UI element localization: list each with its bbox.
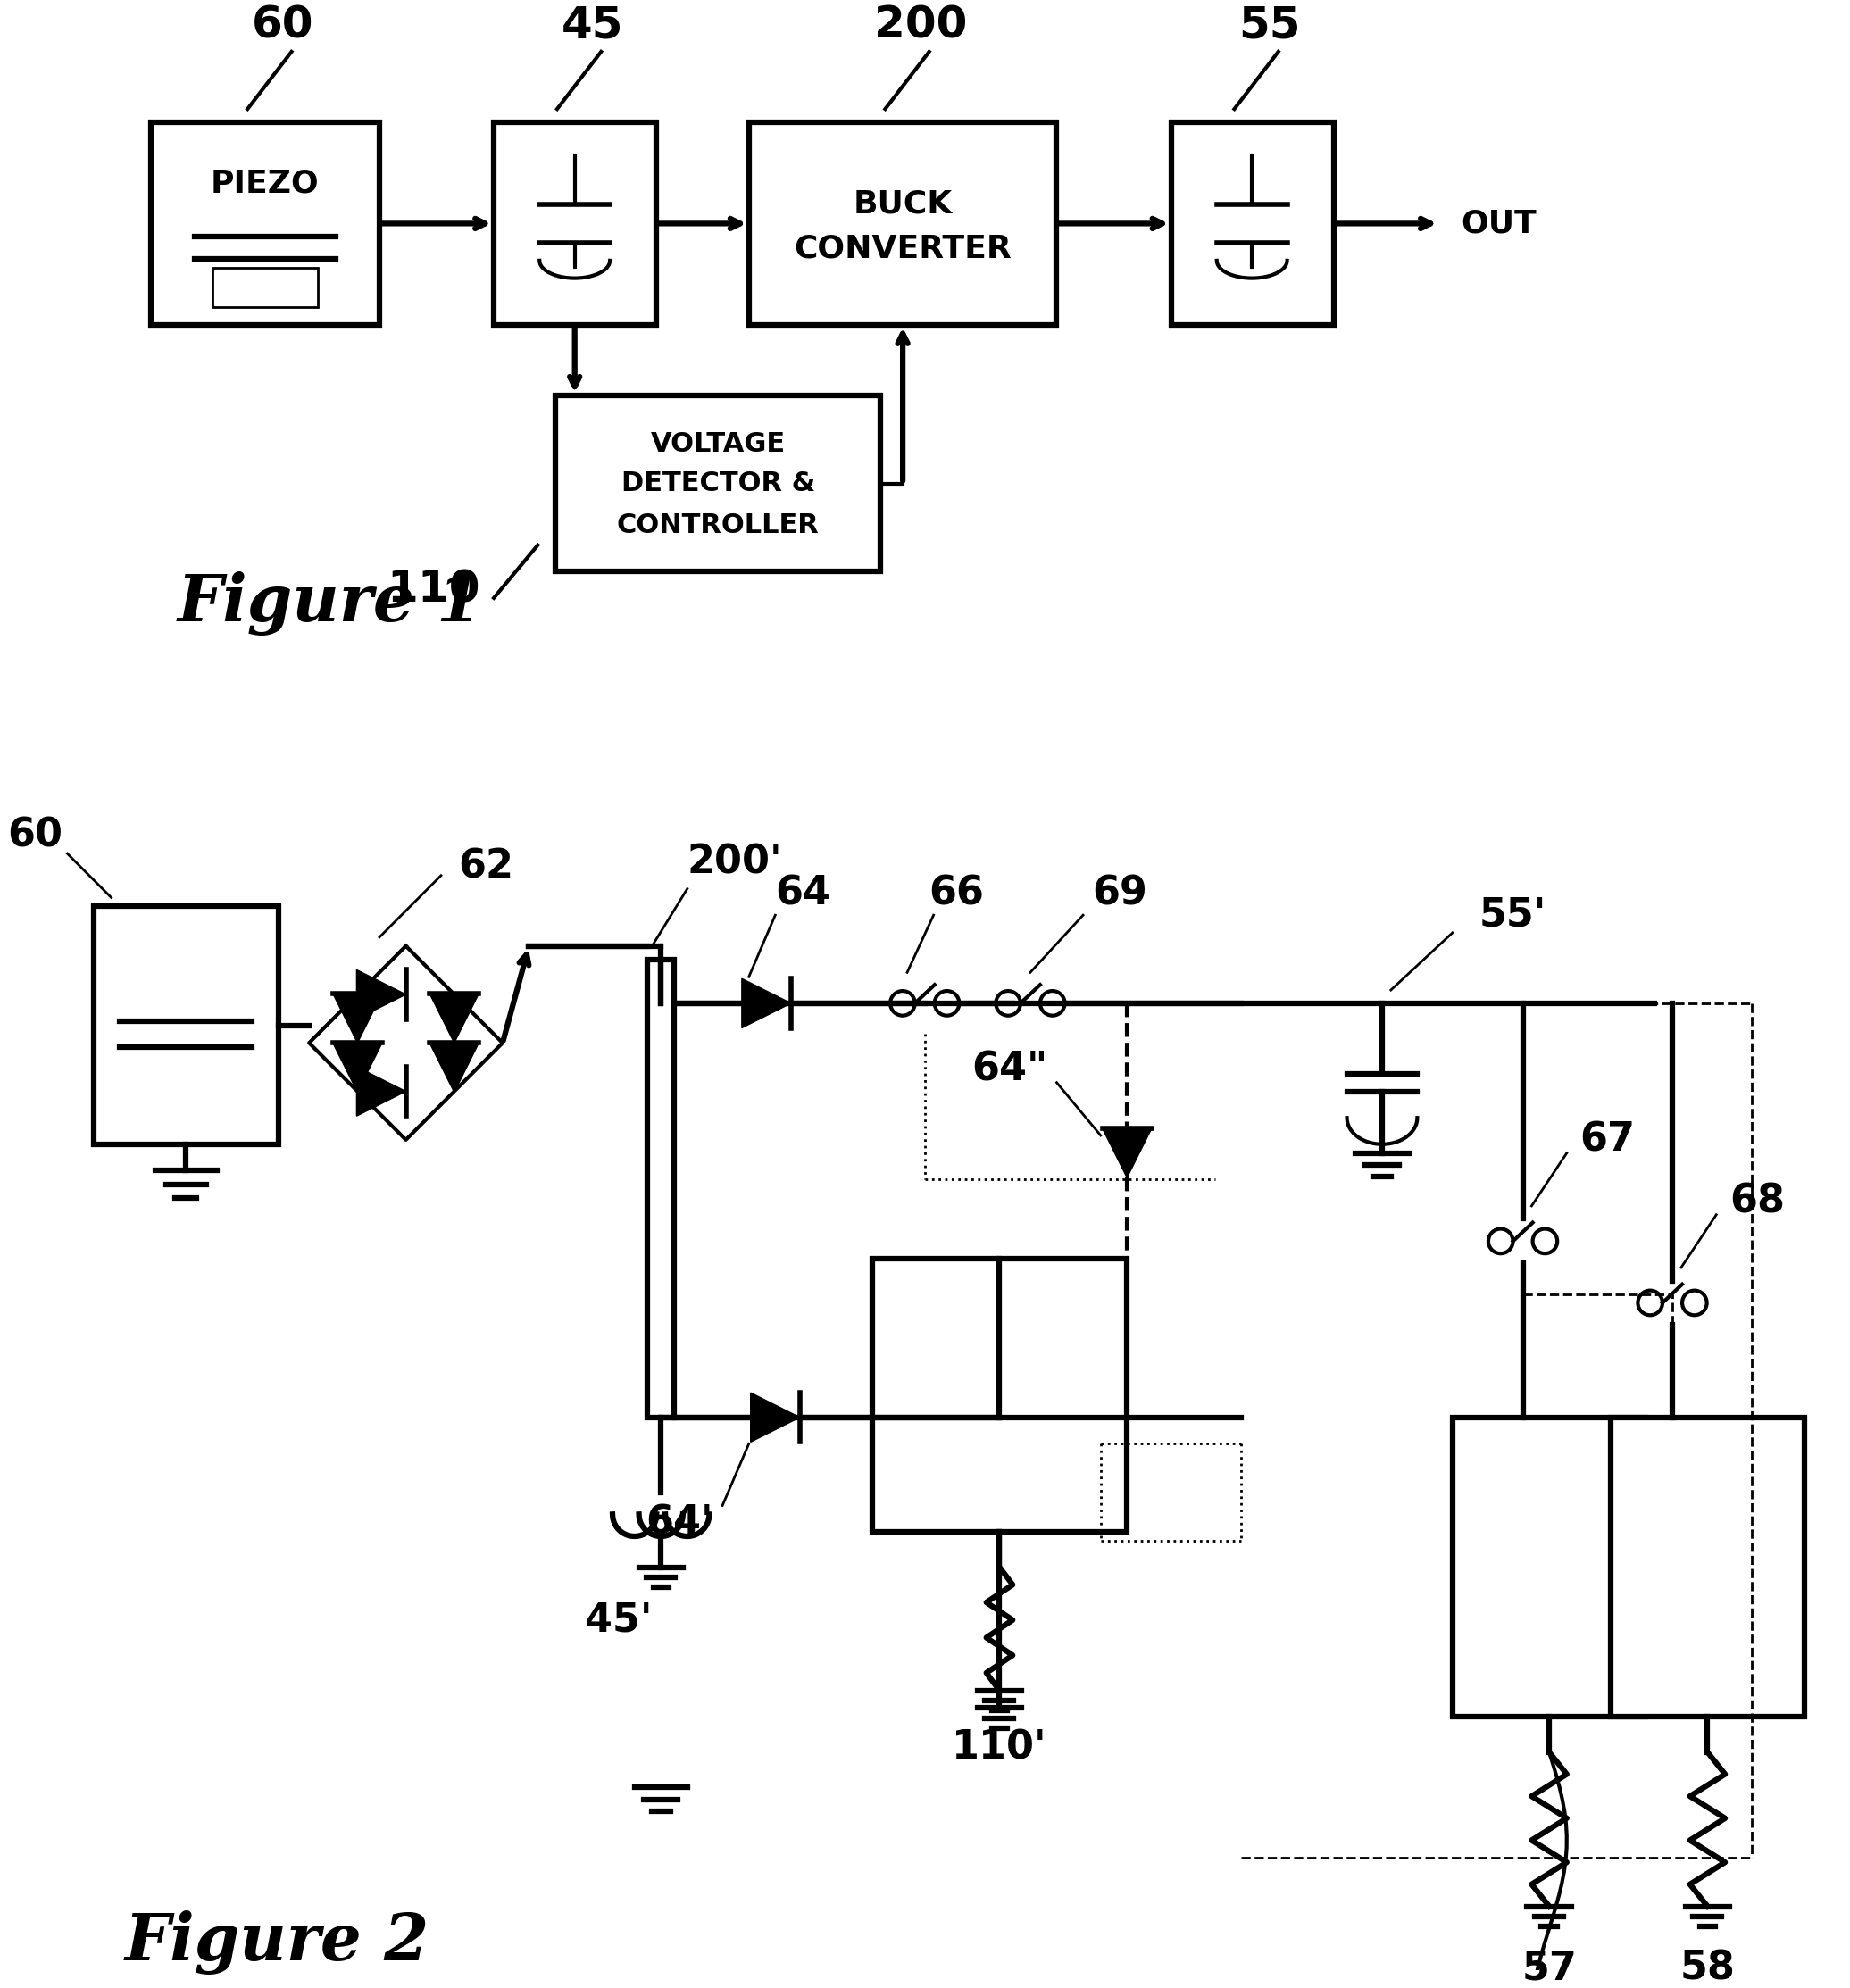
Text: 45': 45': [585, 1600, 651, 1640]
Text: PIEZO: PIEZO: [211, 169, 320, 199]
Polygon shape: [742, 978, 792, 1028]
Text: 200: 200: [873, 4, 968, 48]
Bar: [871, 1258, 1127, 1533]
Text: BUCK: BUCK: [853, 189, 953, 219]
Polygon shape: [429, 1044, 479, 1091]
Text: 62: 62: [459, 847, 514, 887]
Bar: [152, 121, 379, 324]
Text: Figure 2: Figure 2: [124, 1910, 429, 1974]
Text: DETECTOR &: DETECTOR &: [622, 471, 816, 497]
Polygon shape: [333, 1044, 383, 1091]
Bar: [648, 960, 673, 1417]
Text: OUT: OUT: [1462, 209, 1537, 239]
Text: 60: 60: [7, 817, 63, 855]
Text: 58: 58: [1680, 1948, 1735, 1988]
Text: 64": 64": [971, 1050, 1047, 1089]
Bar: [494, 121, 657, 324]
Text: VOLTAGE: VOLTAGE: [651, 431, 786, 457]
Text: 55: 55: [1238, 4, 1301, 48]
Bar: [94, 907, 278, 1145]
Text: 45: 45: [561, 4, 623, 48]
Polygon shape: [357, 1068, 405, 1115]
Text: 69: 69: [1092, 875, 1147, 912]
Text: 110': 110': [953, 1728, 1047, 1767]
Text: Figure 1: Figure 1: [178, 573, 481, 636]
Text: 55': 55': [1478, 897, 1547, 934]
Bar: [1171, 121, 1334, 324]
Text: CONTROLLER: CONTROLLER: [616, 513, 820, 539]
Bar: [213, 268, 318, 308]
Text: 60: 60: [252, 4, 314, 48]
Polygon shape: [1103, 1129, 1153, 1177]
Text: 64: 64: [775, 875, 831, 912]
Text: 67: 67: [1580, 1121, 1635, 1159]
Polygon shape: [751, 1394, 799, 1441]
Text: 57: 57: [1521, 1948, 1576, 1988]
Text: 64': 64': [646, 1503, 714, 1543]
Bar: [749, 121, 1056, 324]
Bar: [1452, 1417, 1646, 1718]
Polygon shape: [357, 970, 405, 1020]
Text: CONVERTER: CONVERTER: [794, 233, 1012, 262]
Bar: [1611, 1417, 1804, 1718]
Text: 66: 66: [929, 875, 984, 912]
Text: 200': 200': [688, 843, 783, 881]
Polygon shape: [333, 994, 383, 1044]
Polygon shape: [429, 994, 479, 1044]
Bar: [555, 396, 881, 573]
Text: 110: 110: [387, 569, 481, 610]
Text: 68: 68: [1730, 1183, 1785, 1221]
